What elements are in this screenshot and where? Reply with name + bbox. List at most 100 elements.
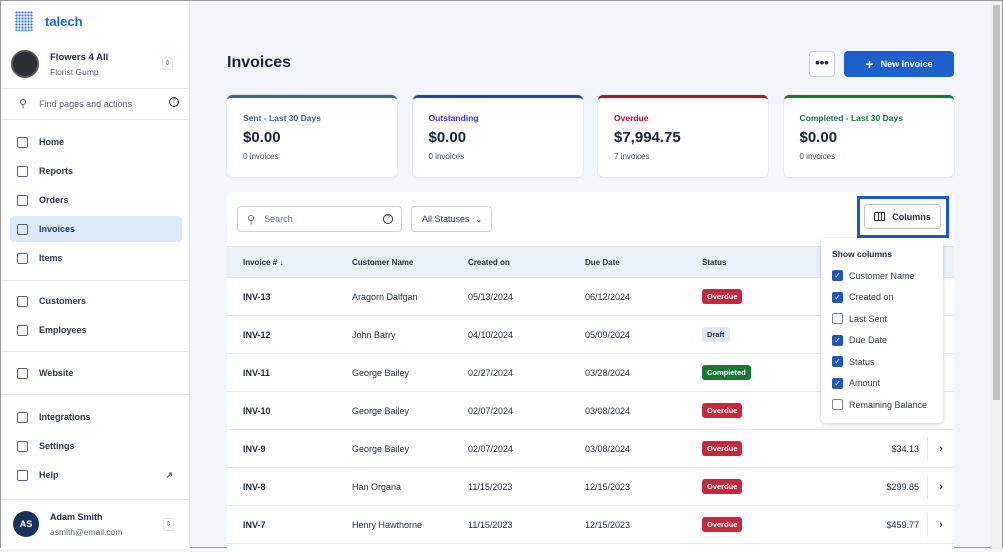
chevron-updown-icon[interactable]: ⇕	[163, 518, 174, 531]
sidebar-item-label: Integrations	[39, 412, 91, 422]
column-header[interactable]: Status	[702, 258, 727, 267]
columns-button[interactable]: Columns	[864, 204, 941, 229]
column-option[interactable]: ✓ Amount	[832, 373, 943, 395]
find-placeholder: Find pages and actions	[39, 98, 133, 109]
due-date: 12/15/2023	[585, 520, 631, 530]
column-option-label: Status	[849, 356, 875, 367]
columns-icon	[874, 212, 886, 221]
scrollbar[interactable]	[991, 1, 1002, 549]
card-count: 0 invoices	[243, 152, 279, 161]
checkbox[interactable]: ✓	[832, 356, 843, 368]
help-circle-icon[interactable]: ?	[383, 214, 393, 224]
column-option[interactable]: ✓ Created on	[832, 287, 943, 309]
table-row[interactable]: INV-13 Aragorn Dalfgan 05/13/2024 06/12/…	[227, 278, 954, 316]
status-badge: Draft	[702, 327, 730, 342]
summary-card[interactable]: Sent - Last 30 Days $0.00 0 invoices	[227, 95, 397, 177]
checkbox[interactable]: ✓	[832, 291, 843, 303]
invoice-id: INV-11	[243, 368, 271, 378]
table-row[interactable]: INV-9 George Bailey 02/07/2024 03/08/202…	[227, 430, 954, 468]
status-badge: Overdue	[702, 441, 743, 456]
table-row[interactable]: INV-11 George Bailey 02/27/2024 03/28/20…	[227, 354, 954, 392]
org-avatar	[11, 50, 39, 78]
invoice-id: INV-8	[243, 482, 266, 492]
invoice-id: INV-7	[243, 520, 266, 530]
column-option[interactable]: ✓ Due Date	[832, 330, 943, 352]
sidebar-item-employees[interactable]: Employees	[10, 317, 182, 343]
table-row[interactable]: INV-10 George Bailey 02/07/2024 03/08/20…	[227, 392, 954, 430]
column-header[interactable]: Due Date	[585, 258, 620, 267]
created-on: 05/13/2024	[468, 292, 514, 302]
customer-name: John Barry	[352, 330, 396, 340]
card-value: $7,994.75	[614, 129, 681, 146]
sidebar-item-customers[interactable]: Customers	[10, 288, 182, 314]
column-option[interactable]: ✓ Customer Name	[832, 265, 943, 287]
new-invoice-button[interactable]: + New Invoice	[844, 51, 954, 77]
created-on: 11/15/2023	[468, 482, 513, 492]
plus-icon: +	[865, 56, 874, 72]
created-on: 11/15/2023	[468, 520, 513, 530]
chevron-updown-icon[interactable]: ⇕	[162, 57, 173, 70]
checkbox[interactable]: ✓	[832, 270, 843, 282]
sidebar-item-website[interactable]: Website	[10, 360, 182, 386]
divider	[1, 88, 190, 89]
chevron-right-icon[interactable]: ›	[927, 437, 954, 461]
sidebar-item-help[interactable]: Help ↗	[10, 462, 182, 488]
customers-icon	[17, 295, 28, 307]
chevron-right-icon[interactable]: ›	[927, 475, 954, 499]
status-badge: Overdue	[702, 479, 743, 494]
summary-card[interactable]: Outstanding $0.00 0 invoices	[412, 95, 583, 177]
created-on: 04/10/2024	[468, 330, 514, 340]
column-header[interactable]: Invoice # ↓	[243, 258, 284, 267]
due-date: 06/12/2024	[585, 292, 631, 302]
more-options-button[interactable]: •••	[809, 51, 835, 77]
sidebar-item-orders[interactable]: Orders	[10, 187, 182, 213]
sidebar-item-home[interactable]: Home	[10, 129, 182, 155]
sidebar-item-items[interactable]: Items	[10, 245, 182, 271]
find-pages-input[interactable]: ⚲ Find pages and actions ?	[19, 97, 179, 110]
scrollbar-thumb[interactable]	[993, 5, 1000, 400]
box-icon	[17, 252, 28, 264]
status-badge: Overdue	[702, 517, 743, 532]
sidebar-item-reports[interactable]: Reports	[10, 158, 182, 184]
search-input[interactable]: ⚲ Search ?	[237, 206, 402, 232]
sidebar-item-label: Help	[39, 470, 59, 480]
checkbox[interactable]	[832, 313, 843, 325]
chevron-right-icon[interactable]: ›	[927, 513, 954, 537]
sidebar-item-settings[interactable]: Settings	[10, 433, 182, 459]
column-option[interactable]: Remaining Balance	[832, 394, 943, 416]
org-switcher[interactable]: Flowers 4 All Florist Gump ⇕	[11, 49, 181, 83]
created-on: 02/07/2024	[468, 444, 514, 454]
card-count: 0 invoices	[428, 152, 465, 161]
summary-card[interactable]: Completed - Last 30 Days $0.00 0 invoices	[783, 95, 954, 177]
sidebar-item-invoices[interactable]: Invoices	[10, 216, 182, 242]
customer-name: Aragorn Dalfgan	[352, 292, 418, 302]
user-avatar: AS	[13, 511, 39, 537]
column-header[interactable]: Created on	[468, 258, 510, 267]
table-row[interactable]: INV-8 Han Organa 11/15/2023 12/15/2023 O…	[227, 468, 954, 506]
columns-label: Columns	[892, 211, 931, 222]
status-badge: Completed	[702, 365, 751, 380]
status-badge: Overdue	[702, 403, 743, 418]
column-option[interactable]: Last Sent	[832, 308, 943, 330]
table-row[interactable]: INV-12 John Barry 04/10/2024 05/09/2024 …	[227, 316, 954, 354]
help-circle-icon[interactable]: ?	[169, 97, 179, 107]
sidebar-item-label: Items	[39, 253, 63, 263]
status-filter-select[interactable]: All Statuses ⌄	[411, 206, 492, 232]
card-value: $0.00	[799, 129, 838, 146]
checkbox[interactable]	[832, 399, 843, 411]
checkbox[interactable]: ✓	[832, 377, 843, 389]
summary-card[interactable]: Overdue $7,994.75 7 invoices	[598, 95, 768, 177]
table-row[interactable]: INV-7 Henry Hawthorne 11/15/2023 12/15/2…	[227, 506, 954, 544]
logo[interactable]: talech	[15, 11, 83, 31]
sidebar-item-label: Home	[39, 137, 65, 147]
sidebar-item-label: Reports	[39, 166, 74, 176]
home-icon	[17, 136, 28, 148]
checkbox[interactable]: ✓	[832, 334, 843, 346]
column-option[interactable]: ✓ Status	[832, 351, 943, 373]
column-header[interactable]: Customer Name	[352, 258, 414, 267]
sidebar-item-integrations[interactable]: Integrations	[10, 404, 182, 430]
card-label: Sent - Last 30 Days	[243, 113, 321, 123]
columns-menu-title: Show columns	[832, 249, 892, 259]
status-badge: Overdue	[702, 289, 743, 304]
column-option-label: Last Sent	[849, 313, 888, 324]
